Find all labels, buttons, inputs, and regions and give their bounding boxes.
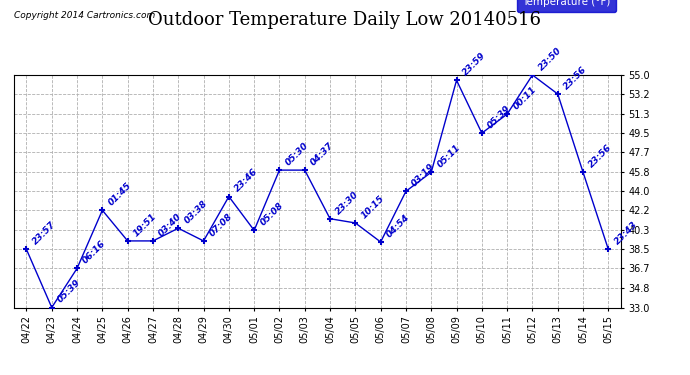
- Text: 01:45: 01:45: [106, 181, 133, 207]
- Text: 23:59: 23:59: [461, 51, 487, 78]
- Text: Copyright 2014 Cartronics.com: Copyright 2014 Cartronics.com: [14, 11, 155, 20]
- Text: 19:51: 19:51: [132, 211, 159, 238]
- Text: 05:30: 05:30: [284, 141, 310, 167]
- Text: 23:43: 23:43: [613, 220, 639, 247]
- Text: 05:11: 05:11: [435, 143, 462, 170]
- Text: 04:37: 04:37: [309, 141, 335, 167]
- Text: 23:56: 23:56: [562, 64, 589, 91]
- Text: 23:30: 23:30: [334, 189, 361, 216]
- Text: 00:11: 00:11: [511, 85, 538, 111]
- Text: 23:57: 23:57: [30, 220, 57, 247]
- Text: 04:54: 04:54: [385, 213, 411, 239]
- Text: 05:39: 05:39: [56, 278, 83, 305]
- Text: 23:46: 23:46: [233, 167, 259, 194]
- Text: 03:38: 03:38: [182, 199, 209, 225]
- Text: 05:08: 05:08: [258, 201, 285, 228]
- Legend: Temperature (°F): Temperature (°F): [517, 0, 615, 12]
- Text: 05:39: 05:39: [486, 104, 513, 130]
- Text: 23:56: 23:56: [587, 143, 614, 170]
- Text: 06:16: 06:16: [81, 239, 108, 266]
- Text: Outdoor Temperature Daily Low 20140516: Outdoor Temperature Daily Low 20140516: [148, 11, 542, 29]
- Text: 03:19: 03:19: [410, 162, 437, 189]
- Text: 07:08: 07:08: [208, 211, 235, 238]
- Text: 03:40: 03:40: [157, 211, 184, 238]
- Text: 23:50: 23:50: [537, 46, 563, 72]
- Text: 10:15: 10:15: [359, 194, 386, 220]
